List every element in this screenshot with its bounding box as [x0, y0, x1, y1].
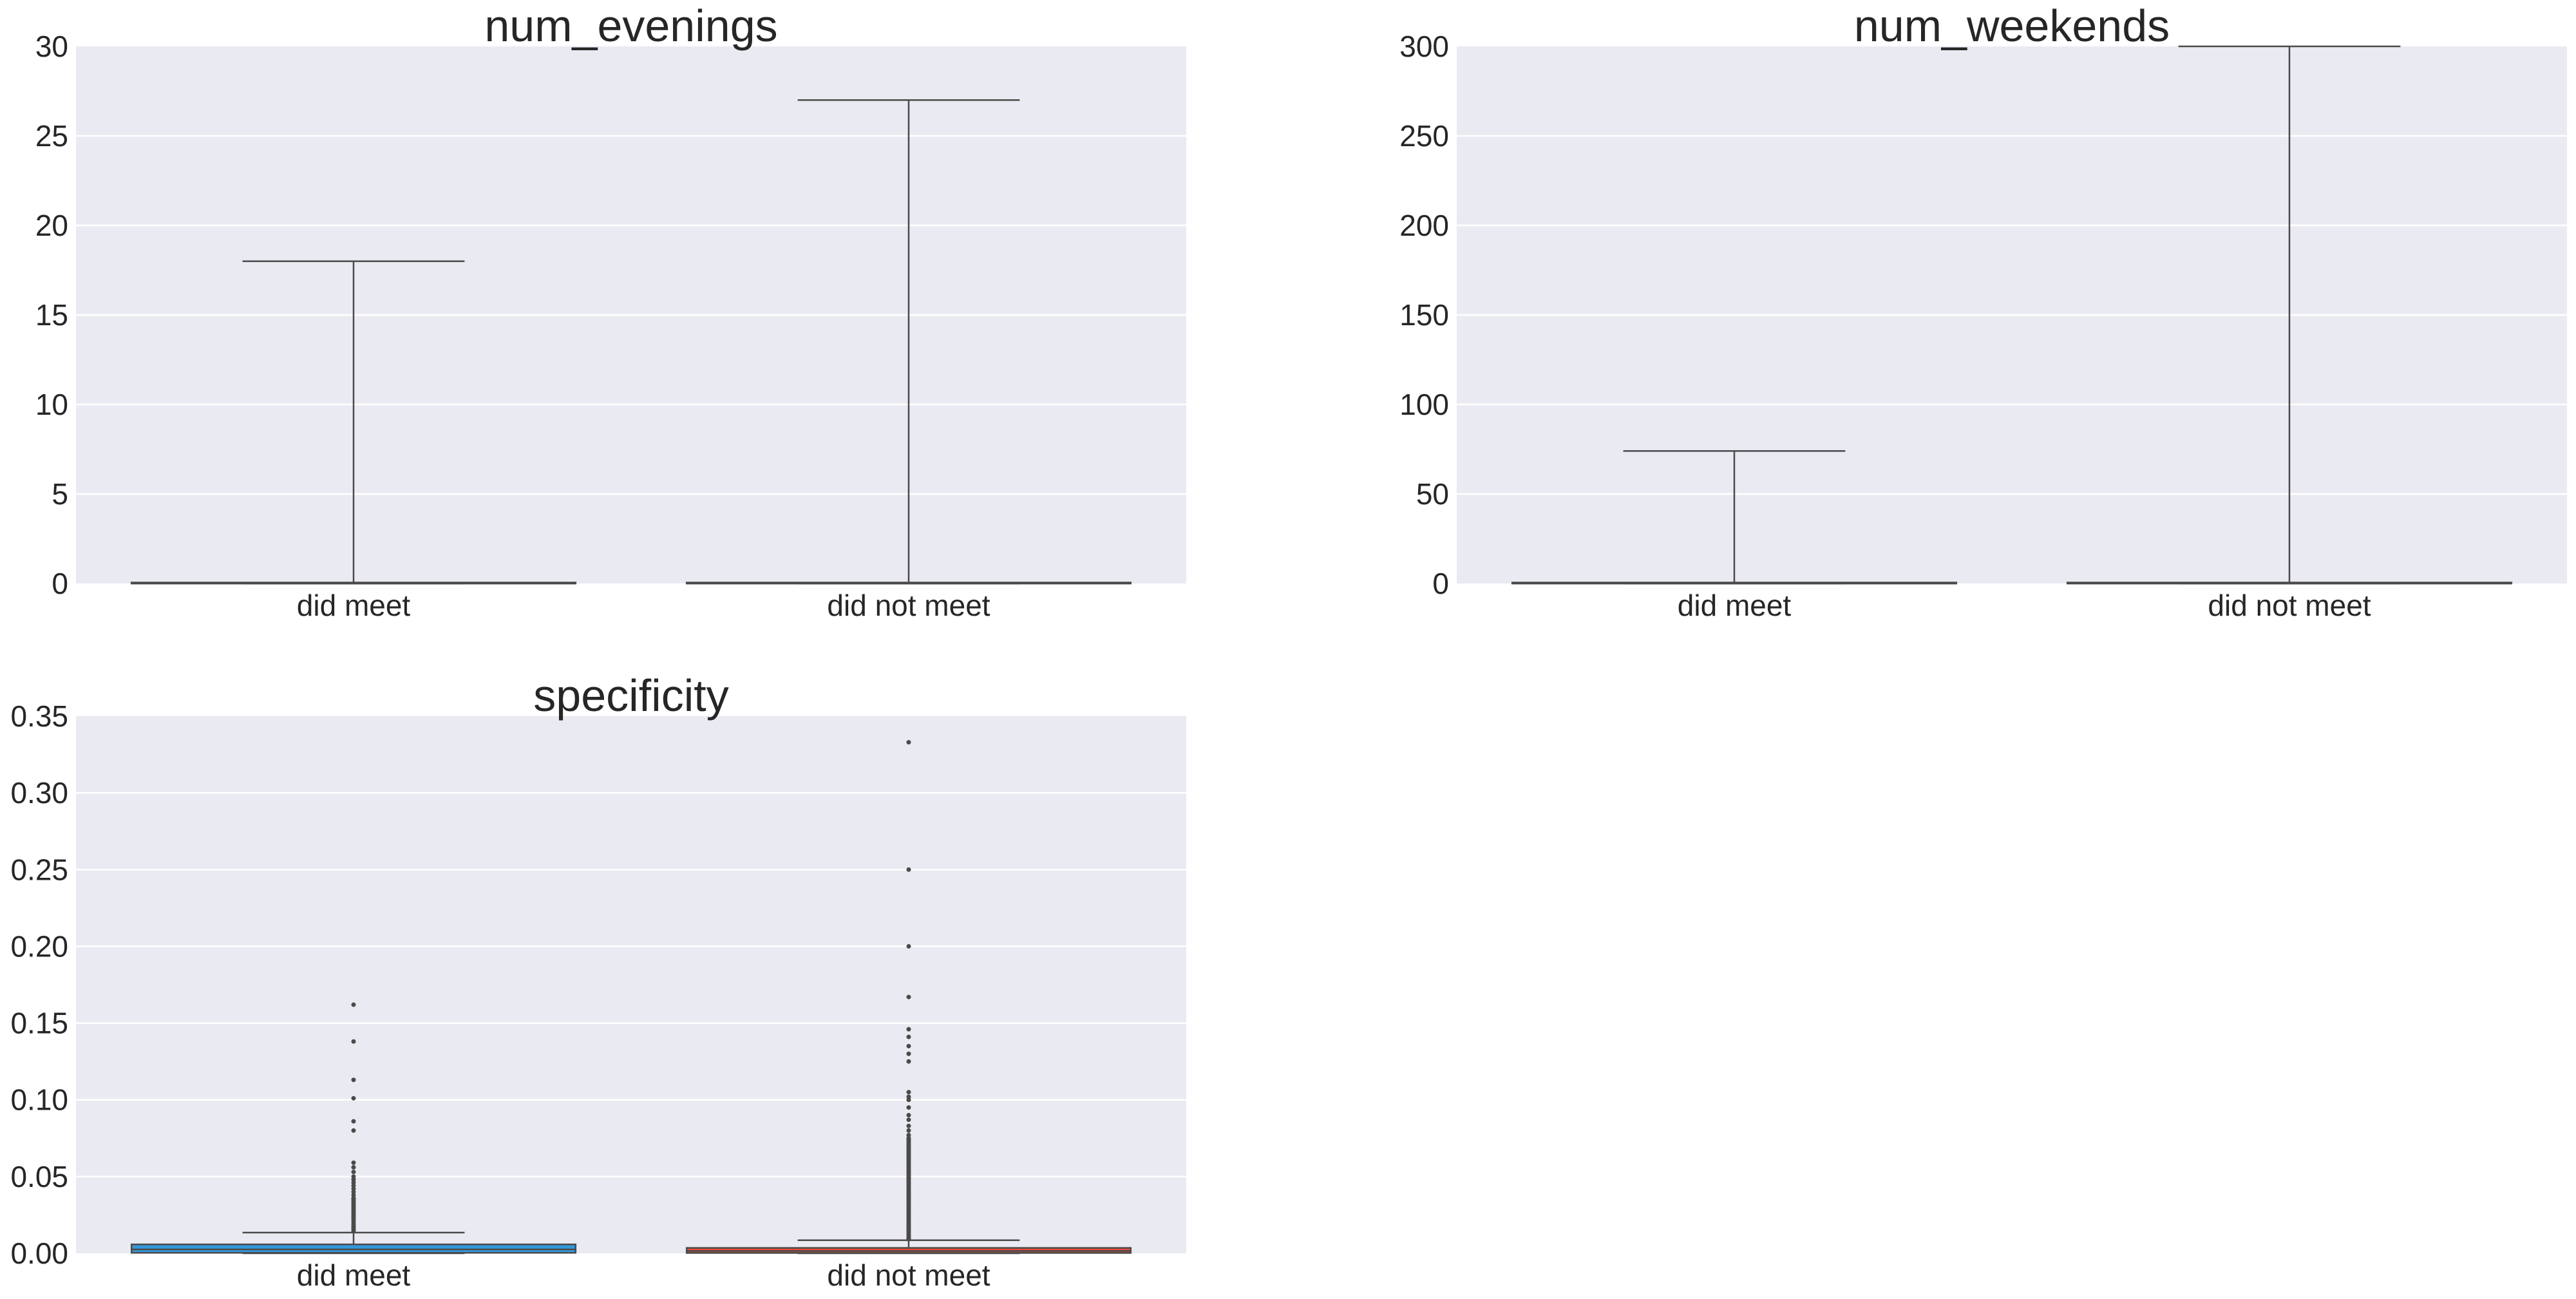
- y-tick-label: 50: [1416, 477, 1449, 511]
- outlier-point: [906, 1123, 911, 1128]
- outlier-point: [351, 1128, 356, 1133]
- y-tick-label: 0: [52, 567, 68, 600]
- outlier-point: [351, 1170, 356, 1175]
- y-tick-label: 0.05: [10, 1160, 68, 1193]
- x-category-label: did not meet: [2208, 589, 2371, 622]
- box-marks: [1511, 45, 2513, 585]
- y-tick-label: 0: [1432, 567, 1449, 600]
- outlier-point: [351, 1165, 356, 1170]
- outlier-point: [906, 1133, 911, 1138]
- y-tick-label: 100: [1399, 388, 1449, 421]
- outlier-point: [351, 1095, 356, 1101]
- gridlines: [1457, 135, 2567, 495]
- outlier-point: [906, 1128, 911, 1133]
- x-category-label: did meet: [297, 589, 411, 622]
- outlier-point: [351, 1160, 356, 1165]
- y-tick-label: 150: [1399, 298, 1449, 332]
- panel-title: specificity: [533, 670, 728, 721]
- gridlines: [76, 792, 1186, 1178]
- y-tick-label: 25: [35, 119, 68, 153]
- outlier-point: [906, 994, 911, 1000]
- iqr-box: [130, 1243, 577, 1254]
- outlier-point: [906, 1051, 911, 1056]
- y-tick-label: 15: [35, 298, 68, 332]
- outlier-point: [351, 1077, 356, 1083]
- x-category-label: did not meet: [827, 1258, 990, 1292]
- y-tick-labels: 0 5 10 15 20 25 30: [35, 30, 68, 600]
- outlier-point: [351, 1119, 356, 1124]
- y-tick-label: 0.30: [10, 776, 68, 810]
- x-category-labels: did meet did not meet: [297, 589, 990, 622]
- box-did-not-meet: [685, 740, 1132, 1255]
- plot-area: [76, 716, 1186, 1253]
- gridlines: [76, 135, 1186, 495]
- y-tick-label: 10: [35, 388, 68, 421]
- outlier-point: [906, 1094, 911, 1099]
- outlier-point: [906, 1059, 911, 1064]
- panel-title: num_weekends: [1854, 1, 2170, 51]
- x-category-labels: did meet did not meet: [297, 1258, 990, 1292]
- box-marks: [130, 99, 1132, 585]
- outlier-point: [906, 867, 911, 872]
- y-tick-label: 5: [52, 477, 68, 511]
- outlier-point: [351, 1039, 356, 1044]
- outlier-point: [906, 1034, 911, 1039]
- y-tick-label: 250: [1399, 119, 1449, 153]
- y-tick-labels: 0.00 0.05 0.10 0.15 0.20 0.25 0.30 0.35: [10, 699, 68, 1270]
- y-tick-label: 0.35: [10, 699, 68, 733]
- box-did-not-meet: [2066, 45, 2513, 585]
- box-did-meet: [1511, 450, 1958, 585]
- x-category-label: did meet: [1678, 589, 1792, 622]
- box-did-meet: [130, 260, 577, 585]
- outlier-point: [906, 1113, 911, 1118]
- outlier-point: [906, 1090, 911, 1095]
- panel-num-evenings: 0 5 10 15 20 25 30 did meet did not meet num_ev…: [35, 1, 1186, 622]
- y-tick-label: 0.10: [10, 1083, 68, 1117]
- panel-title: num_evenings: [484, 1, 777, 51]
- x-category-label: did not meet: [827, 589, 990, 622]
- y-tick-label: 20: [35, 209, 68, 242]
- outlier-point: [906, 943, 911, 949]
- y-tick-label: 300: [1399, 30, 1449, 63]
- box-did-not-meet: [685, 99, 1132, 585]
- outlier-point: [906, 1043, 911, 1048]
- box-marks: [130, 740, 1132, 1255]
- y-tick-label: 0.00: [10, 1237, 68, 1270]
- y-tick-label: 0.15: [10, 1007, 68, 1040]
- y-tick-labels: 0 50 100 150 200 250 300: [1399, 30, 1449, 600]
- y-tick-label: 0.20: [10, 929, 68, 963]
- y-tick-label: 30: [35, 30, 68, 63]
- outlier-point: [351, 1002, 356, 1007]
- y-tick-label: 0.25: [10, 853, 68, 886]
- x-category-labels: did meet did not meet: [1678, 589, 2371, 622]
- outlier-point: [906, 1027, 911, 1032]
- box-did-meet: [130, 1002, 577, 1255]
- outlier-point: [906, 1105, 911, 1110]
- outlier-point: [351, 1174, 356, 1179]
- panel-specificity: 0.00 0.05 0.10 0.15 0.20 0.25 0.30 0.35 did mee…: [10, 670, 1186, 1292]
- outlier-point: [906, 1117, 911, 1123]
- outlier-point: [906, 740, 911, 745]
- x-category-label: did meet: [297, 1258, 411, 1292]
- y-tick-label: 200: [1399, 209, 1449, 242]
